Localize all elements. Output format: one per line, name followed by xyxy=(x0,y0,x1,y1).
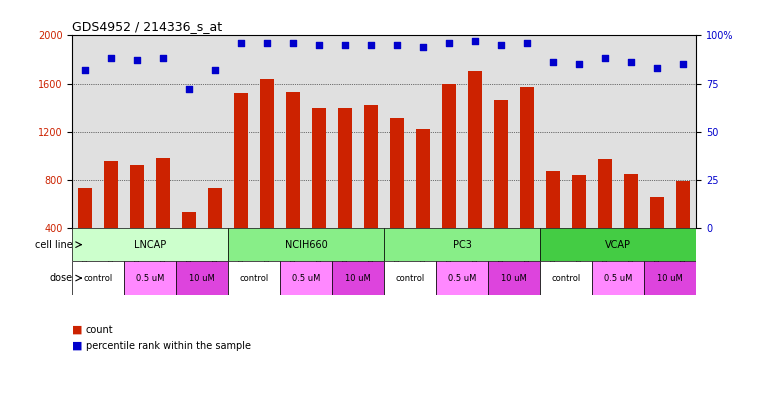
Bar xyxy=(384,261,436,295)
Bar xyxy=(468,72,482,228)
Text: LNCAP: LNCAP xyxy=(134,240,167,250)
Text: 10 uM: 10 uM xyxy=(501,274,527,283)
Bar xyxy=(209,188,222,228)
Bar xyxy=(645,261,696,295)
Text: VCAP: VCAP xyxy=(605,240,632,250)
Text: ■: ■ xyxy=(72,341,83,351)
Text: percentile rank within the sample: percentile rank within the sample xyxy=(86,341,251,351)
Point xyxy=(443,40,455,46)
Text: PC3: PC3 xyxy=(453,240,472,250)
Bar xyxy=(338,108,352,228)
Point xyxy=(677,61,689,67)
Text: dose: dose xyxy=(49,273,72,283)
Text: 0.5 uM: 0.5 uM xyxy=(604,274,632,283)
Bar xyxy=(104,160,119,228)
Text: 0.5 uM: 0.5 uM xyxy=(448,274,476,283)
Bar xyxy=(546,171,560,228)
Text: 10 uM: 10 uM xyxy=(658,274,683,283)
Bar xyxy=(333,261,384,295)
Text: control: control xyxy=(552,274,581,283)
Bar xyxy=(624,174,638,228)
Bar xyxy=(677,181,690,228)
Bar xyxy=(124,261,177,295)
Bar xyxy=(540,228,696,261)
Point xyxy=(547,59,559,66)
Text: 10 uM: 10 uM xyxy=(189,274,215,283)
Point xyxy=(79,67,91,73)
Bar xyxy=(260,79,275,228)
Point xyxy=(131,57,143,64)
Bar xyxy=(312,108,326,228)
Bar xyxy=(78,188,92,228)
Point xyxy=(105,55,117,62)
Point xyxy=(391,42,403,48)
Bar xyxy=(228,228,384,261)
Bar xyxy=(286,92,301,228)
Text: 10 uM: 10 uM xyxy=(345,274,371,283)
Bar xyxy=(390,118,404,228)
Bar xyxy=(572,175,587,228)
Bar xyxy=(416,129,431,228)
Bar xyxy=(436,261,489,295)
Point xyxy=(158,55,170,62)
Bar xyxy=(384,228,540,261)
Point xyxy=(521,40,533,46)
Bar xyxy=(182,212,196,228)
Text: control: control xyxy=(240,274,269,283)
Point xyxy=(287,40,299,46)
Text: control: control xyxy=(396,274,425,283)
Bar xyxy=(234,93,248,228)
Point xyxy=(365,42,377,48)
Point xyxy=(235,40,247,46)
Bar xyxy=(598,159,613,228)
Point xyxy=(470,38,482,44)
Point xyxy=(626,59,638,66)
Bar xyxy=(228,261,280,295)
Bar xyxy=(540,261,592,295)
Text: NCIH660: NCIH660 xyxy=(285,240,328,250)
Point xyxy=(417,44,429,50)
Point xyxy=(495,42,508,48)
Text: 0.5 uM: 0.5 uM xyxy=(292,274,320,283)
Text: ■: ■ xyxy=(72,325,83,335)
Text: control: control xyxy=(84,274,113,283)
Point xyxy=(599,55,611,62)
Text: count: count xyxy=(86,325,113,335)
Text: cell line: cell line xyxy=(34,240,72,250)
Bar xyxy=(365,105,378,228)
Point xyxy=(314,42,326,48)
Point xyxy=(573,61,585,67)
Bar xyxy=(156,158,170,228)
Point xyxy=(183,86,196,92)
Bar xyxy=(521,87,534,228)
Point xyxy=(651,65,664,71)
Bar xyxy=(442,83,457,228)
Bar xyxy=(72,261,124,295)
Bar xyxy=(72,228,228,261)
Point xyxy=(261,40,273,46)
Bar xyxy=(130,165,145,228)
Bar xyxy=(489,261,540,295)
Text: 0.5 uM: 0.5 uM xyxy=(136,274,164,283)
Bar xyxy=(177,261,228,295)
Point xyxy=(339,42,352,48)
Text: GDS4952 / 214336_s_at: GDS4952 / 214336_s_at xyxy=(72,20,222,33)
Bar xyxy=(592,261,645,295)
Bar xyxy=(650,196,664,228)
Bar xyxy=(280,261,333,295)
Point xyxy=(209,67,221,73)
Bar xyxy=(494,100,508,228)
